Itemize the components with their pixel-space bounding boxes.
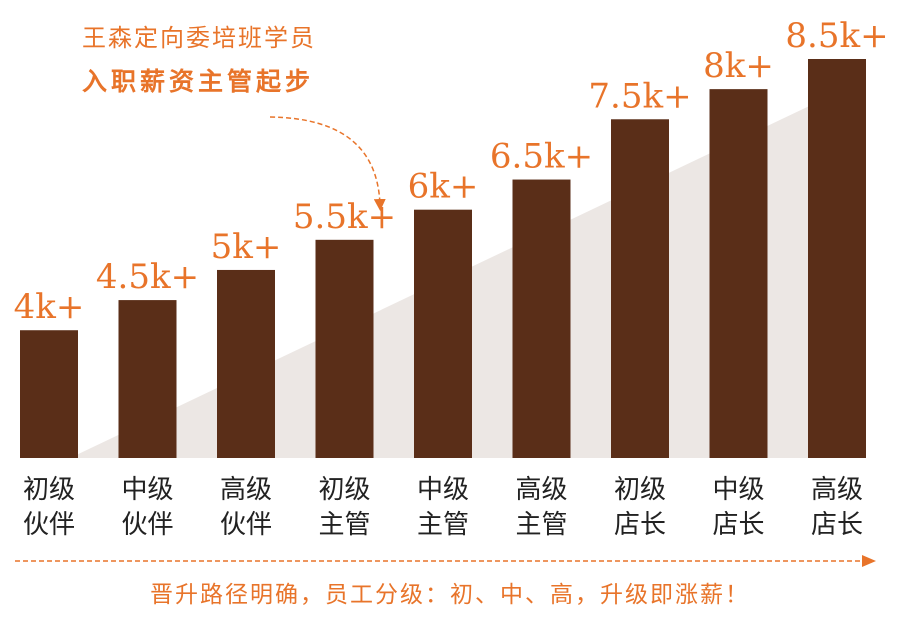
category-label-7-2: 店长 <box>614 510 666 540</box>
bar-4 <box>315 239 374 458</box>
callout-arrow-icon <box>269 116 386 211</box>
category-label-8-1: 中级 <box>712 475 764 505</box>
category-label-4-2: 主管 <box>318 510 370 540</box>
bar-6 <box>512 179 571 458</box>
category-label-3-2: 伙伴 <box>220 510 272 540</box>
category-label-1-1: 初级 <box>23 475 75 505</box>
value-label-7: 7.5k+ <box>588 76 691 116</box>
category-label-1-2: 伙伴 <box>23 510 75 540</box>
footer-caption: 晋升路径明确，员工分级：初、中、高，升级即涨薪！ <box>150 582 750 608</box>
category-label-6-2: 主管 <box>515 510 567 540</box>
bar-8 <box>709 89 768 458</box>
category-label-7-1: 初级 <box>614 475 666 505</box>
value-label-2: 4.5k+ <box>96 257 199 297</box>
progression-arrow-icon <box>862 555 876 567</box>
category-label-6-1: 高级 <box>515 475 567 505</box>
callout-title: 王森定向委培班学员 <box>82 24 316 52</box>
callout-subtitle: 入职薪资主管起步 <box>82 67 315 96</box>
category-label-8-2: 店长 <box>712 510 764 540</box>
bar-7 <box>611 119 669 458</box>
category-label-3-1: 高级 <box>220 475 272 505</box>
value-label-1: 4k+ <box>14 287 85 327</box>
category-label-5-1: 中级 <box>417 475 469 505</box>
bar-5 <box>414 209 472 458</box>
category-label-2-2: 伙伴 <box>121 510 173 540</box>
value-label-3: 5k+ <box>211 227 282 267</box>
category-label-5-2: 主管 <box>417 510 469 540</box>
bar-9 <box>808 59 866 458</box>
value-label-8: 8k+ <box>703 46 774 86</box>
category-label-9-1: 高级 <box>811 475 863 505</box>
bar-3 <box>217 269 275 458</box>
value-label-9: 8.5k+ <box>785 16 888 56</box>
value-label-5: 6k+ <box>408 167 479 207</box>
value-label-6: 6.5k+ <box>490 137 593 177</box>
bar-2 <box>118 300 177 458</box>
bar-1 <box>20 330 78 458</box>
category-label-2-1: 中级 <box>121 475 173 505</box>
category-label-9-2: 店长 <box>811 510 863 540</box>
value-label-4: 5.5k+ <box>293 197 396 237</box>
category-label-4-1: 初级 <box>318 475 370 505</box>
